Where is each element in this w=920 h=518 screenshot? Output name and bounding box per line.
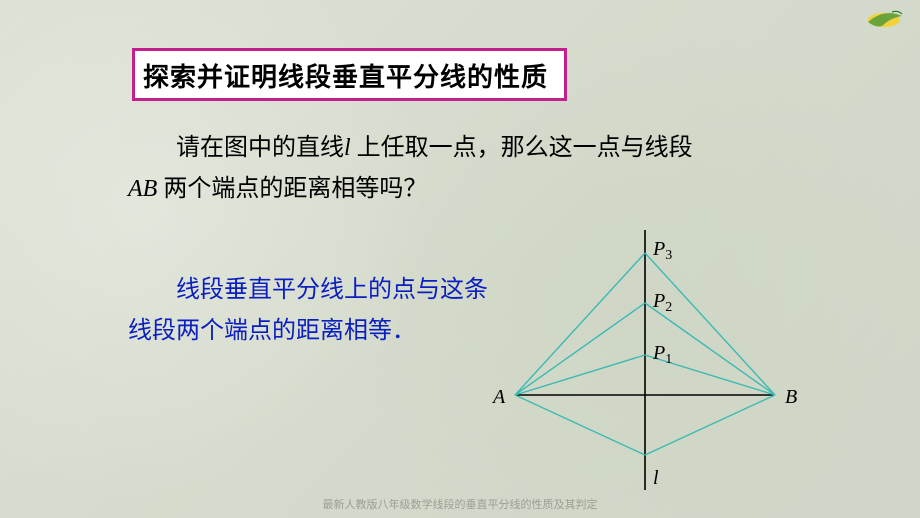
- brand-logo: [862, 6, 906, 32]
- svg-text:B: B: [785, 386, 797, 408]
- svg-text:P3: P3: [652, 238, 672, 263]
- question-l: l: [344, 135, 357, 161]
- title-box: 探索并证明线段垂直平分线的性质: [132, 48, 567, 101]
- statement-line2: 线段两个端点的距离相等．: [128, 318, 416, 344]
- title-text: 探索并证明线段垂直平分线的性质: [143, 57, 548, 94]
- footer-text: 最新人教版八年级数学线段的垂直平分线的性质及其判定: [0, 496, 920, 512]
- question-part2: 上任取一点，那么这一点与线段: [357, 135, 693, 161]
- geometry-diagram: A Bl P1 P2 P3: [470, 230, 830, 500]
- svg-text:P1: P1: [652, 342, 672, 367]
- svg-text:P2: P2: [652, 290, 672, 315]
- statement-line1: 线段垂直平分线上的点与这条: [176, 277, 488, 303]
- question-text: 请在图中的直线l 上任取一点，那么这一点与线段 AB 两个端点的距离相等吗？: [128, 128, 808, 210]
- question-part1: 请在图中的直线: [176, 135, 344, 161]
- question-part3: 两个端点的距离相等吗？: [163, 176, 427, 202]
- svg-text:l: l: [653, 467, 659, 489]
- svg-text:A: A: [491, 386, 506, 408]
- conclusion-text: 线段垂直平分线上的点与这条 线段两个端点的距离相等．: [128, 270, 488, 352]
- question-ab: AB: [128, 176, 163, 202]
